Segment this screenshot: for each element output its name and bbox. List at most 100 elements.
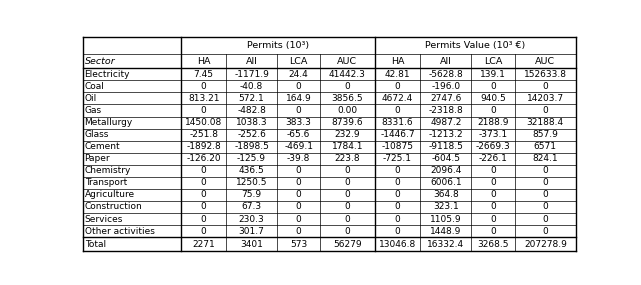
Text: -1446.7: -1446.7 [380, 130, 415, 139]
Text: -9118.5: -9118.5 [428, 142, 463, 151]
Text: Transport: Transport [85, 178, 127, 187]
Text: 0: 0 [296, 166, 301, 175]
Text: 230.3: 230.3 [238, 215, 264, 223]
Text: 164.9: 164.9 [286, 94, 312, 103]
Text: 16332.4: 16332.4 [428, 240, 465, 249]
Text: 323.1: 323.1 [433, 202, 459, 211]
Text: 152633.8: 152633.8 [524, 70, 567, 79]
Text: 3268.5: 3268.5 [478, 240, 509, 249]
Text: Paper: Paper [85, 154, 110, 163]
Text: 14203.7: 14203.7 [527, 94, 564, 103]
Text: Services: Services [85, 215, 123, 223]
Text: Oil: Oil [85, 94, 97, 103]
Text: HA: HA [391, 56, 404, 66]
Text: 1448.9: 1448.9 [430, 227, 462, 236]
Text: 32188.4: 32188.4 [527, 118, 564, 127]
Text: 6006.1: 6006.1 [430, 178, 462, 187]
Text: AUC: AUC [337, 56, 358, 66]
Text: 232.9: 232.9 [335, 130, 360, 139]
Text: 0: 0 [490, 215, 496, 223]
Text: 0: 0 [296, 215, 301, 223]
Text: 0: 0 [395, 190, 401, 200]
Text: 207278.9: 207278.9 [524, 240, 567, 249]
Text: Coal: Coal [85, 82, 104, 91]
Text: 7.45: 7.45 [194, 70, 213, 79]
Text: Electricity: Electricity [85, 70, 130, 79]
Text: 4987.2: 4987.2 [430, 118, 462, 127]
Text: 940.5: 940.5 [480, 94, 506, 103]
Text: 0: 0 [345, 227, 350, 236]
Text: 0: 0 [345, 178, 350, 187]
Text: 1784.1: 1784.1 [331, 142, 363, 151]
Text: 1105.9: 1105.9 [430, 215, 462, 223]
Text: 0: 0 [345, 215, 350, 223]
Text: 0: 0 [490, 178, 496, 187]
Text: -39.8: -39.8 [287, 154, 310, 163]
Text: 75.9: 75.9 [242, 190, 262, 200]
Text: 42.81: 42.81 [385, 70, 410, 79]
Text: 0.00: 0.00 [337, 106, 358, 115]
Text: 0: 0 [296, 190, 301, 200]
Text: 0: 0 [201, 202, 206, 211]
Text: -126.20: -126.20 [187, 154, 221, 163]
Text: 0: 0 [490, 202, 496, 211]
Text: -2318.8: -2318.8 [429, 106, 463, 115]
Text: 56279: 56279 [333, 240, 362, 249]
Text: -1213.2: -1213.2 [429, 130, 463, 139]
Text: 0: 0 [201, 106, 206, 115]
Text: 1450.08: 1450.08 [185, 118, 222, 127]
Text: -40.8: -40.8 [240, 82, 263, 91]
Text: 139.1: 139.1 [480, 70, 506, 79]
Text: 24.4: 24.4 [289, 70, 308, 79]
Text: 0: 0 [395, 178, 401, 187]
Text: Glass: Glass [85, 130, 109, 139]
Text: 0: 0 [542, 202, 548, 211]
Text: Construction: Construction [85, 202, 142, 211]
Text: -469.1: -469.1 [284, 142, 313, 151]
Text: 383.3: 383.3 [286, 118, 312, 127]
Text: Total: Total [85, 240, 106, 249]
Text: 436.5: 436.5 [238, 166, 264, 175]
Text: 0: 0 [395, 166, 401, 175]
Text: 3401: 3401 [240, 240, 263, 249]
Text: 0: 0 [490, 227, 496, 236]
Text: -5628.8: -5628.8 [429, 70, 463, 79]
Text: -725.1: -725.1 [383, 154, 412, 163]
Text: 572.1: 572.1 [238, 94, 264, 103]
Text: 0: 0 [296, 227, 301, 236]
Text: Chemistry: Chemistry [85, 166, 131, 175]
Text: -1898.5: -1898.5 [234, 142, 269, 151]
Text: 0: 0 [296, 82, 301, 91]
Text: 0: 0 [201, 82, 206, 91]
Text: 0: 0 [395, 227, 401, 236]
Text: -65.6: -65.6 [287, 130, 310, 139]
Text: Cement: Cement [85, 142, 121, 151]
Text: 0: 0 [490, 166, 496, 175]
Text: AUC: AUC [535, 56, 555, 66]
Text: -10875: -10875 [381, 142, 413, 151]
Text: LCA: LCA [290, 56, 308, 66]
Text: Metallurgy: Metallurgy [85, 118, 133, 127]
Text: 813.21: 813.21 [188, 94, 219, 103]
Text: 0: 0 [395, 106, 401, 115]
Text: 2271: 2271 [192, 240, 215, 249]
Text: 1250.5: 1250.5 [236, 178, 267, 187]
Text: 223.8: 223.8 [335, 154, 360, 163]
Text: 573: 573 [290, 240, 307, 249]
Text: 3856.5: 3856.5 [331, 94, 363, 103]
Text: 0: 0 [201, 227, 206, 236]
Text: Sector: Sector [85, 56, 115, 66]
Text: -1171.9: -1171.9 [234, 70, 269, 79]
Text: 857.9: 857.9 [533, 130, 558, 139]
Text: All: All [246, 56, 258, 66]
Text: -373.1: -373.1 [478, 130, 508, 139]
Text: 0: 0 [296, 202, 301, 211]
Text: Other activities: Other activities [85, 227, 154, 236]
Text: 8739.6: 8739.6 [331, 118, 363, 127]
Text: 0: 0 [542, 190, 548, 200]
Text: -604.5: -604.5 [431, 154, 460, 163]
Text: 0: 0 [542, 178, 548, 187]
Text: 364.8: 364.8 [433, 190, 459, 200]
Text: 0: 0 [490, 82, 496, 91]
Text: 67.3: 67.3 [242, 202, 262, 211]
